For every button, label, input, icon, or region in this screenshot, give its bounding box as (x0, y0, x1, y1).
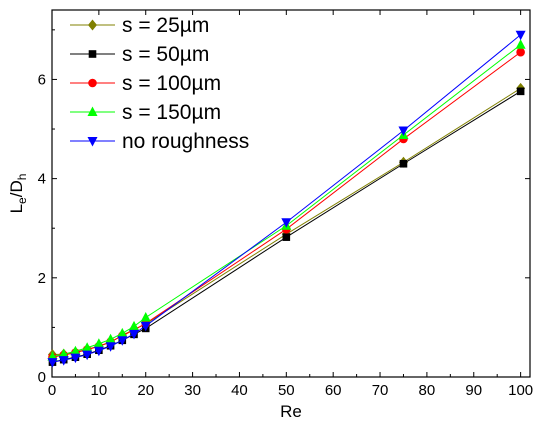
legend-label: s = 150µm (122, 101, 221, 124)
legend-item: s = 150µm (70, 101, 221, 124)
x-tick-label: 20 (137, 382, 154, 399)
data-point (117, 327, 128, 338)
series-layer (47, 30, 526, 368)
series-line (52, 51, 521, 358)
y-tick-label: 4 (38, 171, 46, 188)
data-point (58, 356, 69, 366)
legend-marker (88, 78, 97, 88)
legend-marker (88, 19, 97, 31)
data-point (129, 329, 140, 340)
data-point (399, 159, 408, 168)
data-point (58, 348, 69, 359)
data-point (105, 342, 116, 352)
data-point (105, 333, 116, 344)
data-point (82, 350, 93, 361)
data-point (129, 320, 140, 331)
legend-marker (88, 50, 97, 58)
data-point (140, 321, 151, 332)
x-tick-label: 40 (231, 382, 248, 399)
data-point (281, 218, 292, 228)
y-axis-title-subscript: h (15, 174, 29, 181)
x-tick-label: 50 (278, 382, 295, 399)
y-tick-label: 0 (38, 369, 46, 386)
data-point (515, 39, 526, 49)
legend-item: no roughness (70, 130, 249, 153)
y-axis-title: Le/Dh (7, 174, 29, 214)
x-tick-label: 60 (325, 382, 342, 399)
data-point (82, 342, 93, 352)
data-point (282, 233, 291, 241)
y-tick-label: 2 (38, 270, 46, 287)
plot-frame (51, 9, 531, 378)
legend-marker (87, 137, 98, 147)
x-tick-label: 10 (91, 382, 108, 399)
data-point (516, 87, 525, 96)
legend-label: s = 100µm (122, 72, 221, 95)
x-tick-label: 90 (465, 382, 482, 399)
data-point (516, 47, 525, 57)
legend-label: no roughness (122, 130, 249, 153)
legend-label: s = 50µm (122, 43, 209, 66)
data-point (140, 311, 151, 322)
data-point (117, 336, 128, 346)
x-axis-title: Re (280, 402, 302, 421)
legend: s = 25µm s = 50µm s = 100µm s = 150µm no rou… (70, 14, 249, 153)
y-axis-title-text: L (7, 204, 26, 213)
data-point (70, 345, 81, 356)
y-tick-label: 6 (38, 71, 46, 88)
legend-item: s = 100µm (70, 72, 221, 95)
data-point (398, 126, 409, 137)
series-2 (48, 47, 525, 362)
data-point (515, 30, 526, 41)
legend-item: s = 50µm (70, 43, 209, 66)
x-tick-label: 30 (184, 382, 201, 399)
legend-marker (87, 106, 98, 116)
y-axis-title-text: /D (7, 180, 26, 197)
data-point (47, 358, 58, 368)
x-tick-label: 0 (48, 382, 56, 399)
data-point (93, 338, 104, 348)
x-tick-label: 80 (419, 382, 436, 399)
series-3 (47, 39, 526, 361)
legend-item: s = 25µm (70, 14, 209, 37)
series-4 (47, 30, 526, 368)
data-point (93, 346, 104, 357)
axes: 0 10 20 30 40 50 60 70 80 90 100 0 2 4 6 (38, 9, 533, 399)
y-axis-title-subscript: e (15, 197, 29, 204)
x-tick-label: 70 (372, 382, 389, 399)
legend-label: s = 25µm (122, 14, 209, 37)
x-tick-label: 100 (508, 382, 533, 399)
data-point (70, 353, 81, 364)
